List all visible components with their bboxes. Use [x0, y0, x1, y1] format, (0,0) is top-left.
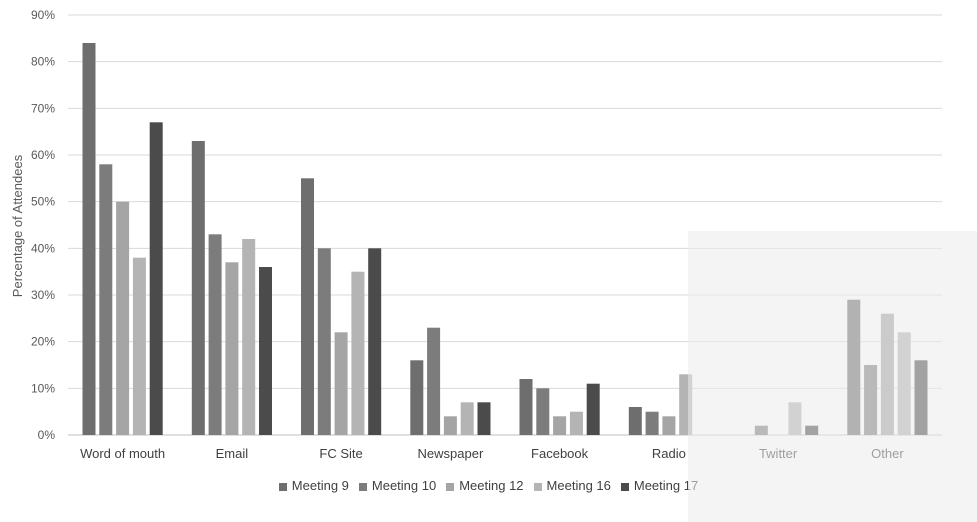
- bar: [317, 248, 331, 435]
- bar: [662, 416, 676, 435]
- x-category-label: FC Site: [319, 446, 362, 461]
- x-category-label: Word of mouth: [80, 446, 165, 461]
- y-tick-label: 60%: [31, 148, 55, 162]
- bar: [645, 411, 659, 435]
- bar: [536, 388, 550, 435]
- legend-label: Meeting 17: [633, 478, 699, 493]
- legend-label: Meeting 9: [291, 478, 349, 493]
- bar: [334, 332, 348, 435]
- bar: [569, 411, 583, 435]
- y-tick-label: 10%: [31, 381, 55, 395]
- y-tick-label: 20%: [31, 335, 55, 349]
- y-tick-label: 30%: [31, 288, 55, 302]
- bar: [259, 267, 272, 435]
- bar: [553, 416, 567, 435]
- bar: [191, 141, 205, 435]
- bar: [82, 43, 96, 435]
- legend-item: Meeting 10: [358, 478, 437, 493]
- bar: [460, 402, 474, 435]
- bar: [410, 360, 424, 435]
- legend-item: Meeting 9: [278, 478, 349, 493]
- legend-label: Meeting 12: [459, 478, 524, 493]
- x-category-label: Email: [216, 446, 249, 461]
- x-category-label: Newspaper: [418, 446, 484, 461]
- legend-label: Meeting 16: [546, 478, 611, 493]
- legend-item: Meeting 12: [446, 478, 524, 493]
- bar: [519, 379, 533, 435]
- legend-swatch: [358, 482, 367, 491]
- y-tick-label: 90%: [31, 8, 55, 22]
- y-tick-label: 70%: [31, 101, 55, 115]
- y-tick-label: 80%: [31, 55, 55, 69]
- y-tick-label: 50%: [31, 195, 55, 209]
- bar: [586, 383, 600, 435]
- bar: [301, 178, 314, 436]
- bar: [242, 239, 256, 435]
- legend: Meeting 9 Meeting 10 Meeting 12 Meeting 16 M…: [0, 478, 977, 493]
- bar: [208, 234, 222, 435]
- legend-item: Meeting 17: [620, 478, 699, 493]
- bar: [132, 257, 146, 435]
- bar: [149, 122, 163, 436]
- watermark-panel: [688, 231, 977, 522]
- y-tick-label: 40%: [31, 241, 55, 255]
- bar: [427, 327, 441, 435]
- x-category-label: Facebook: [531, 446, 589, 461]
- bar: [351, 271, 365, 435]
- bar: [628, 407, 642, 435]
- y-tick-label: 0%: [38, 428, 56, 442]
- bar: [443, 416, 457, 435]
- bar: [99, 164, 113, 436]
- x-category-label: Radio: [652, 446, 686, 461]
- bar: [368, 248, 382, 435]
- bar: [116, 201, 130, 435]
- bar: [225, 262, 239, 435]
- legend-item: Meeting 16: [533, 478, 611, 493]
- legend-swatch: [278, 482, 287, 491]
- legend-label: Meeting 10: [371, 478, 437, 493]
- legend-swatch: [446, 482, 455, 491]
- legend-swatch: [620, 482, 629, 491]
- legend-swatch: [533, 482, 542, 491]
- y-axis-ticks: 0% 10% 20% 30% 40% 50% 60% 70% 80% 90%: [31, 8, 55, 442]
- bar: [477, 402, 491, 435]
- y-axis-label: Percentage of Attendees: [10, 154, 25, 297]
